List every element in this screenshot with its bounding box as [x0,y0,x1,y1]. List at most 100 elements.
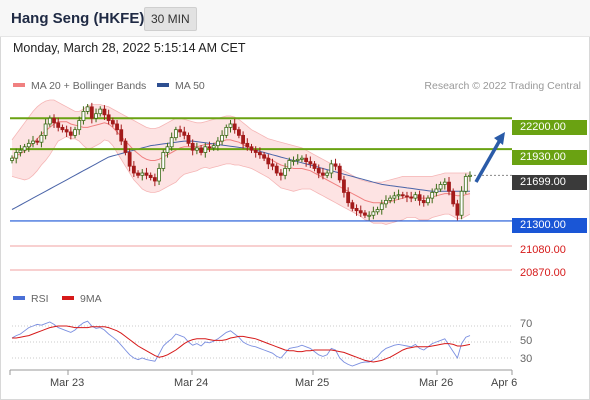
x-tick-label: Mar 26 [419,377,454,389]
candle-body [215,140,220,147]
rsi-plot [11,320,512,367]
timeframe-button[interactable]: 30 MIN [144,7,197,31]
candle-body [438,184,443,190]
candle-body [199,147,203,153]
candle-body [64,129,69,133]
rsi-ma-legend-label: 9MA [80,293,102,305]
time-axis [9,369,513,375]
candle-body [392,195,397,199]
candle-body [442,181,447,185]
price-plot [10,99,512,271]
candle-body [203,146,208,153]
bollinger-upper-line [11,99,470,183]
candle-body [123,140,128,153]
candle-body [157,168,161,182]
candle-body [60,126,65,131]
candle-body [228,123,233,128]
candle-body [295,158,300,161]
candle-body [262,154,267,159]
candle-body [451,190,456,205]
candle-body [169,137,174,148]
timestamp: Monday, March 28, 2022 5:15:14 AM CET [13,41,246,55]
candle-body [421,200,426,204]
pivot-tag: 21300.00 [512,218,587,233]
candle-body [136,172,140,176]
candle-body [144,172,149,176]
candle-body [94,113,98,119]
candle-body [312,163,317,169]
candle-body [379,203,384,210]
support-1-label: 21080.00 [520,244,566,256]
candle-body [14,152,19,159]
candle-body [316,168,321,174]
candle-body [236,129,241,136]
legend-ma50: MA 50 [157,80,205,92]
x-tick-label: Mar 23 [50,377,85,389]
candle-body [300,157,304,160]
candle-body [232,123,237,131]
candle-body [56,122,61,128]
ma20-line [11,121,471,204]
candle-body [110,120,115,125]
candle-body [426,197,430,204]
candle-body [325,172,330,176]
copyright-note: Research © 2022 Trading Central [424,80,581,92]
candle-body [182,131,187,136]
candle-body [363,212,367,216]
candle-body [447,181,451,192]
candle-body [409,196,414,199]
candle-body [308,161,313,165]
candle-body [140,172,145,176]
candle-body [333,163,338,167]
candle-body [245,142,250,148]
ma50-line [11,140,470,210]
candle-body [291,160,296,162]
candle-body [81,111,86,121]
candle-body [73,129,77,136]
candle-body [18,149,23,153]
candle-body [241,134,246,144]
candle-body [367,214,372,217]
candle-body [346,192,351,204]
candle-body [152,177,157,182]
candle-body [190,142,195,151]
candle-body [455,203,460,216]
candle-body [10,157,14,161]
rsi-swatch [13,296,25,301]
candle-body [283,168,288,176]
candle-body [47,117,52,125]
candle-body [106,114,111,121]
candle-body [266,157,271,165]
instrument-title: Hang Seng (HKFE) [11,10,145,27]
legend-9ma: 9MA [62,293,102,305]
candle-body [468,174,472,177]
candle-body [224,126,229,136]
candle-body [77,120,82,131]
candle-body [279,172,283,176]
candle-body [26,142,31,148]
candle-body [400,194,405,197]
candle-body [102,108,107,116]
projection-arrow [474,139,502,183]
candle-body [127,152,132,167]
ma20-swatch [13,83,25,88]
candle-body [31,140,35,144]
support-2-label: 20870.00 [520,267,566,279]
candle-body [89,106,94,119]
candle-body [22,146,27,151]
candle-body [417,194,422,201]
candle-body [342,179,346,193]
rsi-ma-swatch [62,296,74,301]
rsi-tick-70: 70 [520,318,533,330]
candle-body [178,129,182,133]
candle-body [253,149,258,153]
resistance-1-tag: 21930.00 [512,150,587,165]
candle-body [161,152,166,169]
candle-body [274,165,279,174]
projection-arrowhead [494,132,505,145]
candle-body [52,117,56,124]
candle-body [39,134,44,143]
rsi-ma-line [12,325,471,363]
x-tick-label: Mar 24 [174,377,209,389]
